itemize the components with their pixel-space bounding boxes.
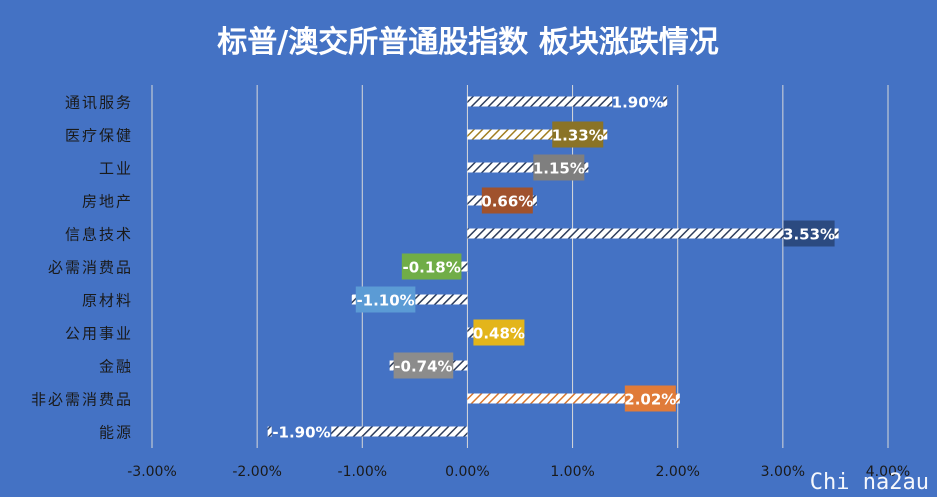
data-label: 1.90% bbox=[612, 94, 664, 112]
data-label-box bbox=[271, 418, 332, 445]
x-tick-label: 0.00% bbox=[445, 464, 489, 480]
category-label: 原材料 bbox=[82, 292, 133, 310]
data-label-box bbox=[552, 121, 604, 148]
category-label: 必需消费品 bbox=[48, 259, 133, 277]
data-label: 1.15% bbox=[533, 160, 585, 178]
bar bbox=[267, 426, 468, 437]
x-tick-label: -3.00% bbox=[127, 464, 177, 480]
category-label: 信息技术 bbox=[65, 226, 133, 244]
data-label: -0.74% bbox=[394, 358, 452, 376]
bar bbox=[467, 96, 668, 107]
category-label: 医疗保健 bbox=[65, 127, 133, 145]
category-label: 工业 bbox=[99, 160, 133, 178]
data-label: 0.66% bbox=[481, 193, 533, 211]
category-label: 房地产 bbox=[82, 193, 133, 211]
data-label-box bbox=[401, 253, 462, 280]
data-label: -1.90% bbox=[272, 424, 330, 442]
x-tick-label: 3.00% bbox=[761, 464, 805, 480]
bar bbox=[467, 129, 608, 140]
data-label: -1.10% bbox=[356, 292, 414, 310]
data-label-box bbox=[355, 286, 416, 313]
category-label: 通讯服务 bbox=[65, 94, 133, 112]
data-label: 1.33% bbox=[552, 127, 604, 145]
bar bbox=[467, 393, 680, 404]
category-label: 非必需消费品 bbox=[31, 391, 133, 409]
x-tick-label: 1.00% bbox=[550, 464, 594, 480]
data-label-box bbox=[783, 220, 835, 247]
x-tick-label: -2.00% bbox=[232, 464, 282, 480]
x-tick-labels: -3.00% -2.00% -1.00% 0.00% 1.00% 2.00% 3.00% 4.… bbox=[127, 464, 910, 480]
data-label: 3.53% bbox=[783, 226, 835, 244]
bar bbox=[467, 162, 589, 173]
data-label-box bbox=[533, 154, 585, 181]
data-label-box bbox=[473, 319, 525, 346]
data-label-box bbox=[624, 385, 676, 412]
category-label: 能源 bbox=[99, 424, 133, 442]
data-labels: 1.90% 1.33% 1.15%0.66% 3.53% -0.18% -1.10% 0.4… bbox=[271, 88, 835, 445]
x-tick-label: 2.00% bbox=[655, 464, 699, 480]
bar bbox=[467, 228, 839, 239]
data-label-box bbox=[481, 187, 533, 214]
data-label-box bbox=[612, 88, 664, 115]
data-label: -0.18% bbox=[402, 259, 460, 277]
chart-title: 标普/澳交所普通股指数 板块涨跌情况 bbox=[217, 25, 718, 60]
x-tick-label: -1.00% bbox=[338, 464, 388, 480]
data-label: 0.48% bbox=[473, 325, 525, 343]
watermark: Chi na2au bbox=[809, 470, 929, 495]
x-tick-label: 4.00% bbox=[866, 464, 910, 480]
data-label: 2.02% bbox=[624, 391, 676, 409]
category-label: 金融 bbox=[99, 358, 133, 376]
data-label-box bbox=[393, 352, 454, 379]
category-label: 公用事业 bbox=[65, 325, 133, 343]
